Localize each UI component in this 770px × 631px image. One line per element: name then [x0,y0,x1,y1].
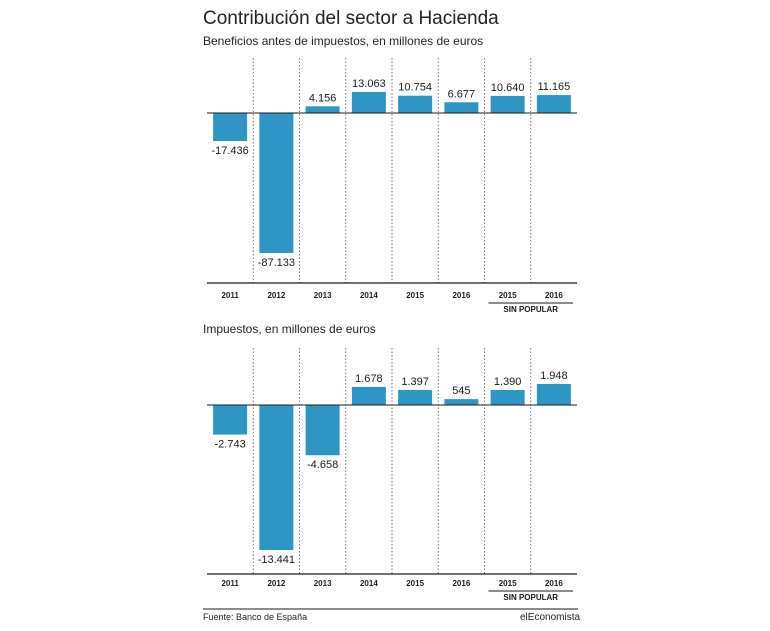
x-tick-label: 2016 [452,579,470,588]
chart-title: Contribución del sector a Hacienda [203,8,499,29]
x-tick-label: 2015 [406,579,424,588]
x-tick-label: 2012 [267,291,285,300]
x-tick-label: 2016 [452,291,470,300]
bar-2013 [305,405,340,456]
bar-2016 [536,383,571,405]
source-note: Fuente: Banco de España [203,612,308,622]
bar-2015 [398,95,433,113]
data-label: -2.743 [215,439,246,451]
data-label: 1.390 [494,376,522,388]
x-tick-label: 2011 [221,579,239,588]
bar-2016 [444,102,479,113]
data-label: 11.165 [537,81,570,93]
data-label: 10.640 [491,82,525,94]
x-tick-label: 2014 [360,579,378,588]
x-tick-label: 2016 [545,291,563,300]
x-tick-label: 2015 [499,291,517,300]
brand-logo-text: elEconomista [520,612,581,623]
bar-2012 [259,113,294,253]
bar-2016 [444,399,479,405]
group-note: SIN POPULAR [503,305,558,314]
bar-2013 [305,106,340,113]
data-label: 10.754 [398,82,432,94]
data-label: 6.677 [448,88,476,100]
bar-2015 [490,390,525,405]
data-label: -4.658 [307,459,338,471]
bar-2014 [351,386,386,405]
data-label: -87.133 [258,257,295,269]
x-tick-label: 2015 [406,291,424,300]
bar-2015 [398,389,433,405]
x-tick-label: 2013 [314,579,332,588]
x-tick-label: 2015 [499,579,517,588]
chart-1-subtitle: Beneficios antes de impuestos, en millon… [203,34,484,48]
data-label: 1.397 [401,376,429,388]
bar-2016 [536,95,571,113]
data-label: 4.156 [309,92,337,104]
chart-2-subtitle: Impuestos, en millones de euros [203,322,376,336]
bar-2011 [213,405,248,435]
bar-2012 [259,405,294,550]
x-tick-label: 2016 [545,579,563,588]
data-label: 1.678 [355,373,383,385]
data-label: 13.063 [352,78,386,90]
x-tick-label: 2013 [314,291,332,300]
data-label: 545 [452,385,470,397]
bar-2011 [213,113,248,142]
x-tick-label: 2011 [221,291,239,300]
group-note: SIN POPULAR [503,593,558,602]
x-tick-label: 2014 [360,291,378,300]
bar-2015 [490,95,525,113]
data-label: -17.436 [211,145,248,157]
bar-2014 [351,92,386,113]
data-label: 1.948 [540,370,568,382]
data-label: -13.441 [258,554,295,566]
x-tick-label: 2012 [267,579,285,588]
